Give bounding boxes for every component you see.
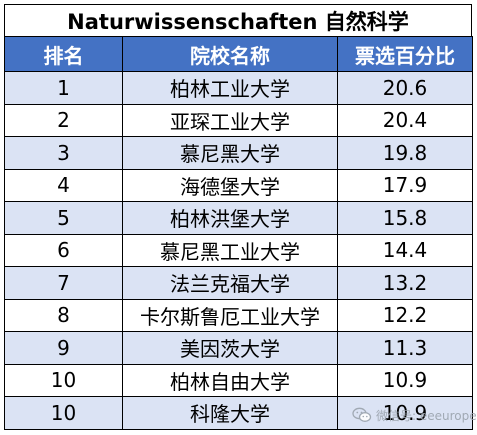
- percent-cell: 19.8: [337, 136, 473, 170]
- table-row: 2 亚琛工业大学 20.4: [4, 103, 473, 137]
- table-row: 9 美因茨大学 11.3: [4, 331, 473, 365]
- percent-cell: 11.3: [337, 331, 473, 365]
- name-cell: 慕尼黑大学: [122, 136, 338, 170]
- header-name: 院校名称: [122, 36, 338, 72]
- table-row: 10 柏林自由大学 10.9: [4, 363, 473, 397]
- rank-cell: 4: [4, 168, 123, 202]
- rank-cell: 1: [4, 71, 123, 105]
- name-cell: 亚琛工业大学: [122, 103, 338, 137]
- table-row: 10 科隆大学 10.9: [4, 396, 473, 430]
- sheet-title: Naturwissenschaften 自然科学: [4, 4, 472, 36]
- name-cell: 慕尼黑工业大学: [122, 233, 338, 267]
- table-row: 8 卡尔斯鲁厄工业大学 12.2: [4, 298, 473, 332]
- name-cell: 海德堡大学: [122, 168, 338, 202]
- name-cell: 卡尔斯鲁厄工业大学: [122, 298, 338, 332]
- wechat-icon: [352, 407, 372, 422]
- header-percent: 票选百分比: [337, 36, 473, 72]
- rank-cell: 10: [4, 363, 123, 397]
- rank-cell: 3: [4, 136, 123, 170]
- percent-cell: 15.8: [337, 201, 473, 235]
- rank-cell: 8: [4, 298, 123, 332]
- ranking-table: 排名 院校名称 票选百分比 1 柏林工业大学 20.6 2 亚琛工业大学 20.…: [4, 36, 473, 430]
- rank-cell: 2: [4, 103, 123, 137]
- name-cell: 柏林自由大学: [122, 363, 338, 397]
- percent-cell: 20.6: [337, 71, 473, 105]
- header-row: 排名 院校名称 票选百分比: [4, 36, 473, 72]
- table-row: 5 柏林洪堡大学 15.8: [4, 201, 473, 235]
- percent-cell: 10.9: [337, 363, 473, 397]
- name-cell: 柏林工业大学: [122, 71, 338, 105]
- rank-cell: 9: [4, 331, 123, 365]
- name-cell: 美因茨大学: [122, 331, 338, 365]
- name-cell: 科隆大学: [122, 396, 338, 430]
- percent-cell: 20.4: [337, 103, 473, 137]
- table-row: 6 慕尼黑工业大学 14.4: [4, 233, 473, 267]
- table-row: 7 法兰克福大学 13.2: [4, 266, 473, 300]
- table-row: 1 柏林工业大学 20.6: [4, 71, 473, 105]
- rank-cell: 5: [4, 201, 123, 235]
- rank-cell: 10: [4, 396, 123, 430]
- percent-cell: 12.2: [337, 298, 473, 332]
- percent-cell: 13.2: [337, 266, 473, 300]
- header-rank: 排名: [4, 36, 123, 72]
- rank-cell: 7: [4, 266, 123, 300]
- table-row: 4 海德堡大学 17.9: [4, 168, 473, 202]
- percent-cell: 14.4: [337, 233, 473, 267]
- rank-cell: 6: [4, 233, 123, 267]
- name-cell: 法兰克福大学: [122, 266, 338, 300]
- percent-cell: 17.9: [337, 168, 473, 202]
- name-cell: 柏林洪堡大学: [122, 201, 338, 235]
- watermark-text: 微信号: eeeurope: [376, 408, 477, 423]
- table-row: 3 慕尼黑大学 19.8: [4, 136, 473, 170]
- percent-cell: 10.9: [337, 396, 473, 430]
- watermark: 微信号: eeeurope: [352, 404, 477, 426]
